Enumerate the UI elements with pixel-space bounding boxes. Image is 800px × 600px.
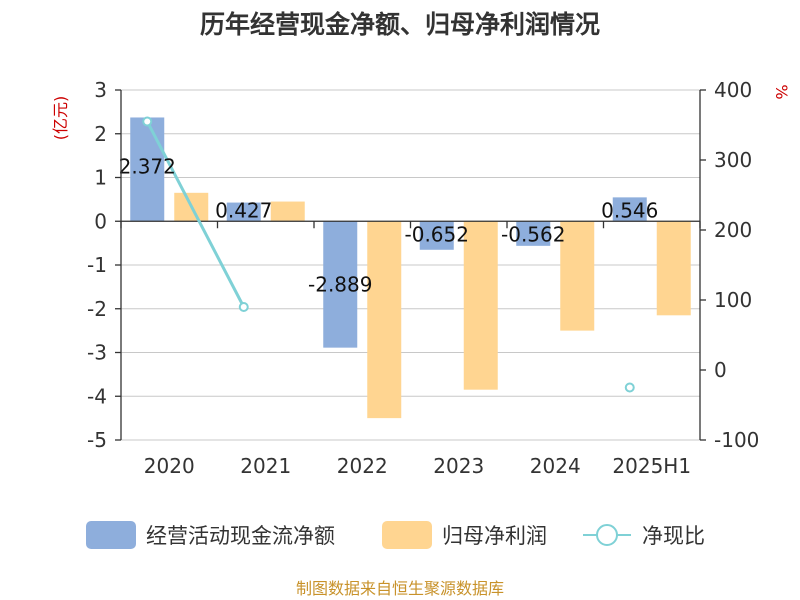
legend: 经营活动现金流净额 归母净利润 净现比 [86, 521, 705, 549]
data-label-cashflow: -0.562 [501, 222, 565, 246]
bar-cashflow [226, 202, 261, 222]
data-source: 制图数据来自恒生聚源数据库 [296, 579, 504, 598]
data-label-cashflow: 0.546 [601, 198, 658, 222]
bar-cashflow [130, 117, 165, 222]
left-tick-label: -5 [87, 428, 107, 452]
left-tick-label: -3 [87, 341, 107, 365]
right-axis-unit: % [772, 84, 791, 99]
bar-profit [656, 221, 691, 316]
data-label-cashflow: -2.889 [308, 273, 372, 297]
x-axis-labels: 2020 2021 2022 2023 2024 2025H1 [144, 454, 691, 478]
legend-label-ratio: 净现比 [642, 524, 705, 548]
data-labels: 2.372 0.427 -2.889 -0.652 -0.562 0.546 [119, 154, 659, 296]
right-tick-label: -100 [714, 428, 759, 452]
legend-swatch-ratio-marker [596, 524, 618, 546]
data-label-cashflow: 0.427 [215, 198, 272, 222]
left-tick-label: 2 [94, 122, 107, 146]
legend-swatch-cashflow [86, 521, 136, 549]
x-axis-label: 2024 [530, 454, 581, 478]
chart-title: 历年经营现金净额、归母净利润情况 [200, 10, 600, 39]
bar-cashflow [516, 221, 551, 246]
left-axis-ticks: 3 2 1 0 -1 -2 -3 -4 -5 [87, 78, 121, 452]
grid-lines [121, 89, 700, 441]
ratio-line-segment [145, 120, 246, 308]
left-tick-label: 1 [94, 166, 107, 190]
left-tick-label: 0 [94, 209, 107, 233]
bars [130, 117, 691, 419]
right-tick-label: 0 [714, 358, 727, 382]
bar-profit [560, 221, 595, 331]
bar-profit [270, 201, 305, 222]
right-tick-label: 200 [714, 218, 752, 242]
x-axis-label: 2020 [144, 454, 195, 478]
x-axis-label: 2023 [433, 454, 484, 478]
left-tick-label: -1 [87, 253, 107, 277]
bar-profit [463, 221, 498, 390]
right-tick-label: 300 [714, 148, 752, 172]
left-tick-label: -2 [87, 297, 107, 321]
right-axis-ticks: 400 300 200 100 0 -100 [700, 78, 759, 452]
legend-label-cashflow: 经营活动现金流净额 [146, 524, 335, 548]
bar-profit [367, 221, 402, 419]
ratio-point [238, 302, 249, 312]
data-label-cashflow: -0.652 [405, 222, 469, 246]
right-tick-label: 100 [714, 288, 752, 312]
legend-swatch-profit [382, 521, 432, 549]
bar-cashflow [612, 197, 647, 222]
right-tick-label: 400 [714, 78, 752, 102]
data-label-cashflow: 2.372 [119, 154, 176, 178]
left-axis-unit: (亿元) [51, 96, 70, 141]
ratio-line [142, 116, 635, 393]
ratio-point [142, 116, 153, 127]
bar-cashflow [419, 221, 454, 250]
legend-label-profit: 归母净利润 [442, 524, 547, 548]
bar-cashflow [323, 221, 358, 348]
left-tick-label: -4 [87, 384, 107, 408]
left-tick-label: 3 [94, 78, 107, 102]
ratio-point [624, 382, 635, 393]
x-axis-label: 2021 [240, 454, 291, 478]
x-axis-label: 2025H1 [612, 454, 691, 478]
x-axis-label: 2022 [337, 454, 388, 478]
